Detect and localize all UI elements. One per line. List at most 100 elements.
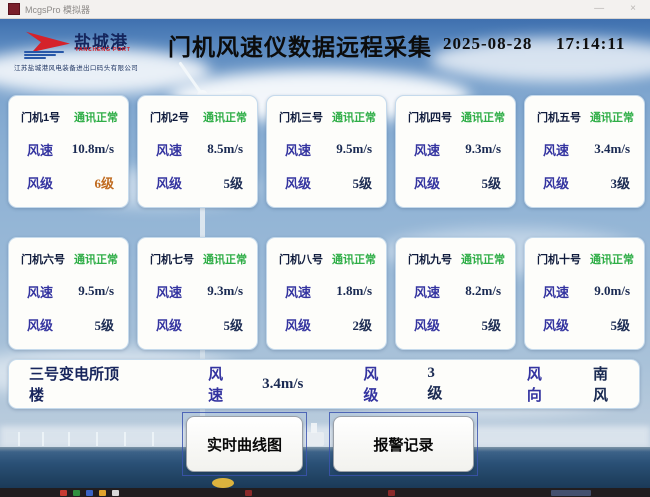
- realtime-curve-button[interactable]: 实时曲线图: [186, 416, 303, 472]
- wind-scale-label: 风级: [156, 176, 183, 191]
- wind-speed-value: 9.5m/s: [336, 141, 372, 156]
- wind-scale-label: 风级: [27, 176, 54, 191]
- wind-speed-value: 9.5m/s: [78, 283, 114, 298]
- mcgs-app-icon: [8, 3, 20, 15]
- status-badge: 通讯正常: [74, 254, 118, 266]
- wind-speed-label: 风速: [27, 142, 54, 158]
- crane-name: 门机九号: [408, 254, 452, 266]
- alarm-record-button[interactable]: 报警记录: [333, 416, 474, 472]
- distant-turbine: [18, 432, 20, 446]
- wind-direction-label: 风向: [526, 366, 542, 404]
- wind-direction-value: 南风: [592, 367, 608, 404]
- wind-scale-label: 风级: [156, 318, 183, 333]
- logo-swoosh-icon: [26, 31, 70, 52]
- wind-scale-label: 风级: [543, 318, 570, 333]
- horizon-haze: [0, 426, 650, 448]
- status-badge: 通讯正常: [590, 254, 634, 266]
- status-badge: 通讯正常: [461, 112, 505, 124]
- status-badge: 通讯正常: [332, 254, 376, 266]
- distant-turbine: [68, 432, 70, 446]
- wind-speed-value: 9.3m/s: [207, 283, 243, 298]
- crane-name: 门机四号: [408, 112, 452, 124]
- windows-taskbar[interactable]: [0, 488, 650, 497]
- wind-speed-value: 3.4m/s: [594, 141, 630, 156]
- crane-panel-5: 门机五号 通讯正常 风速 3.4m/s 风级 3级: [524, 95, 645, 208]
- wind-speed-value: 9.0m/s: [594, 283, 630, 298]
- wind-speed-label: 风速: [156, 284, 183, 300]
- status-badge: 通讯正常: [74, 112, 118, 124]
- ship: [306, 423, 324, 446]
- logo-name-cn: 盐城港: [74, 33, 128, 52]
- wind-scale-value: 5级: [481, 318, 501, 333]
- wind-speed-value: 8.2m/s: [465, 283, 501, 298]
- wind-scale-label: 风级: [285, 176, 312, 191]
- distant-turbine: [152, 432, 154, 446]
- crane-panel-9: 门机九号 通讯正常 风速 8.2m/s 风级 5级: [395, 237, 516, 350]
- wind-scale-value: 6级: [94, 176, 114, 191]
- wind-scale-label: 风级: [363, 366, 379, 404]
- button-focus-frame: [182, 412, 307, 476]
- wind-scale-value: 5级: [223, 318, 243, 333]
- status-badge: 通讯正常: [590, 112, 634, 124]
- crane-name: 门机1号: [21, 112, 61, 124]
- wind-scale-label: 风级: [414, 318, 441, 333]
- wind-speed-label: 风速: [27, 284, 54, 300]
- wind-speed-value: 3.4m/s: [262, 375, 304, 392]
- crane-panel-2: 门机2号 通讯正常 风速 8.5m/s 风级 5级: [137, 95, 258, 208]
- logo-company-name: 江苏盐城港风电装备进出口码头有限公司: [14, 65, 139, 72]
- crane-name: 门机八号: [279, 254, 323, 266]
- wind-speed-label: 风速: [414, 284, 441, 300]
- wind-speed-label: 风速: [414, 142, 441, 158]
- wind-scale-value: 5级: [352, 176, 372, 191]
- crane-name: 门机十号: [537, 254, 581, 266]
- wind-speed-label: 风速: [285, 142, 312, 158]
- crane-panel-3: 门机三号 通讯正常 风速 9.5m/s 风级 5级: [266, 95, 387, 208]
- crane-panel-1: 门机1号 通讯正常 风速 10.8m/s 风级 6级: [8, 95, 129, 208]
- crane-name: 门机三号: [279, 112, 323, 124]
- window-titlebar: McgsPro 模拟器 — ×: [0, 0, 650, 19]
- wind-scale-value: 5级: [481, 176, 501, 191]
- page-header: 盐城港 YANCHENG PORT 江苏盐城港风电装备进出口码头有限公司 门机风…: [0, 20, 650, 86]
- crane-name: 门机五号: [537, 112, 581, 124]
- window-title: McgsPro 模拟器: [25, 4, 91, 15]
- crane-panel-10: 门机十号 通讯正常 风速 9.0m/s 风级 5级: [524, 237, 645, 350]
- wind-scale-label: 风级: [27, 318, 54, 333]
- crane-panel-6: 门机六号 通讯正常 风速 9.5m/s 风级 5级: [8, 237, 129, 350]
- wind-speed-value: 8.5m/s: [207, 141, 243, 156]
- wind-scale-value: 3级: [427, 365, 443, 402]
- status-badge: 通讯正常: [203, 254, 247, 266]
- buoy: [212, 478, 234, 488]
- wind-speed-label: 风速: [156, 142, 183, 158]
- wind-speed-value: 9.3m/s: [465, 141, 501, 156]
- wind-scale-value: 5级: [223, 176, 243, 191]
- logo-waterlines-icon: [24, 50, 64, 60]
- minimize-icon[interactable]: —: [594, 3, 605, 14]
- crane-panel-7: 门机七号 通讯正常 风速 9.3m/s 风级 5级: [137, 237, 258, 350]
- wind-scale-value: 3级: [610, 176, 630, 191]
- crane-name: 门机六号: [21, 254, 65, 266]
- wind-scale-value: 5级: [94, 318, 114, 333]
- wind-speed-value: 10.8m/s: [71, 141, 114, 156]
- crane-panel-8: 门机八号 通讯正常 风速 1.8m/s 风级 2级: [266, 237, 387, 350]
- close-icon[interactable]: ×: [630, 3, 636, 14]
- wind-speed-label: 风速: [543, 284, 570, 300]
- wind-speed-label: 风速: [543, 142, 570, 158]
- substation-bar: 三号变电所顶楼 风速 3.4m/s 风级 3级 风向 南风: [8, 359, 640, 409]
- distant-turbine: [96, 432, 98, 446]
- status-badge: 通讯正常: [203, 112, 247, 124]
- sea: [0, 447, 650, 488]
- wind-scale-label: 风级: [414, 176, 441, 191]
- wind-speed-value: 1.8m/s: [336, 283, 372, 298]
- distant-turbine: [124, 432, 126, 446]
- crane-name: 门机七号: [150, 254, 194, 266]
- date-display: 2025-08-28: [443, 34, 533, 53]
- wind-scale-value: 2级: [352, 318, 372, 333]
- substation-name: 三号变电所顶楼: [29, 366, 120, 404]
- distant-turbine: [42, 432, 44, 446]
- cloud: [430, 38, 650, 82]
- wind-scale-label: 风级: [285, 318, 312, 333]
- crane-panel-4: 门机四号 通讯正常 风速 9.3m/s 风级 5级: [395, 95, 516, 208]
- time-display: 17:14:11: [556, 34, 626, 53]
- wind-scale-label: 风级: [543, 176, 570, 191]
